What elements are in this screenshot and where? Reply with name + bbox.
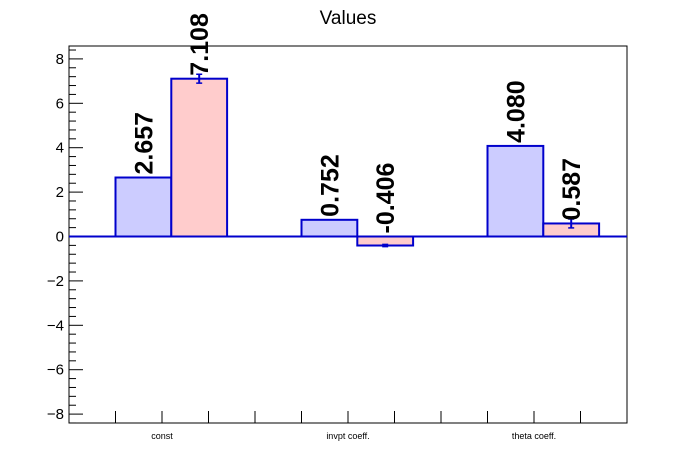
bar — [114, 176, 173, 238]
bar — [486, 144, 545, 238]
chart-title: Values — [320, 8, 377, 29]
y-tick-label: 2 — [56, 184, 64, 201]
x-tick-label: theta coeff. — [512, 431, 556, 441]
x-tick-label: invpt coeff. — [326, 431, 369, 441]
y-tick-label: −6 — [47, 362, 64, 379]
y-tick-label: −4 — [47, 317, 64, 334]
data-label: 2.657 — [130, 112, 158, 175]
x-tick-label: const — [151, 431, 173, 441]
data-label: 0.752 — [316, 154, 344, 217]
bar — [170, 77, 229, 238]
bar — [300, 218, 359, 238]
data-label: 4.080 — [502, 80, 530, 143]
y-tick-label: −8 — [47, 406, 64, 423]
value-labels: 2.657 0.752 4.080 7.108 -0.406 0.587 — [130, 13, 586, 233]
data-label: 0.587 — [558, 158, 586, 221]
y-tick-label: 4 — [56, 140, 64, 157]
data-label: -0.406 — [372, 163, 400, 234]
bars — [114, 73, 601, 248]
x-axis: const invpt coeff. theta coeff. — [115, 411, 581, 441]
y-tick-label: 8 — [56, 51, 64, 68]
y-tick-label: 6 — [56, 95, 64, 112]
y-tick-label: 0 — [56, 229, 64, 246]
data-label: 7.108 — [186, 13, 214, 76]
y-tick-label: −2 — [47, 273, 64, 290]
